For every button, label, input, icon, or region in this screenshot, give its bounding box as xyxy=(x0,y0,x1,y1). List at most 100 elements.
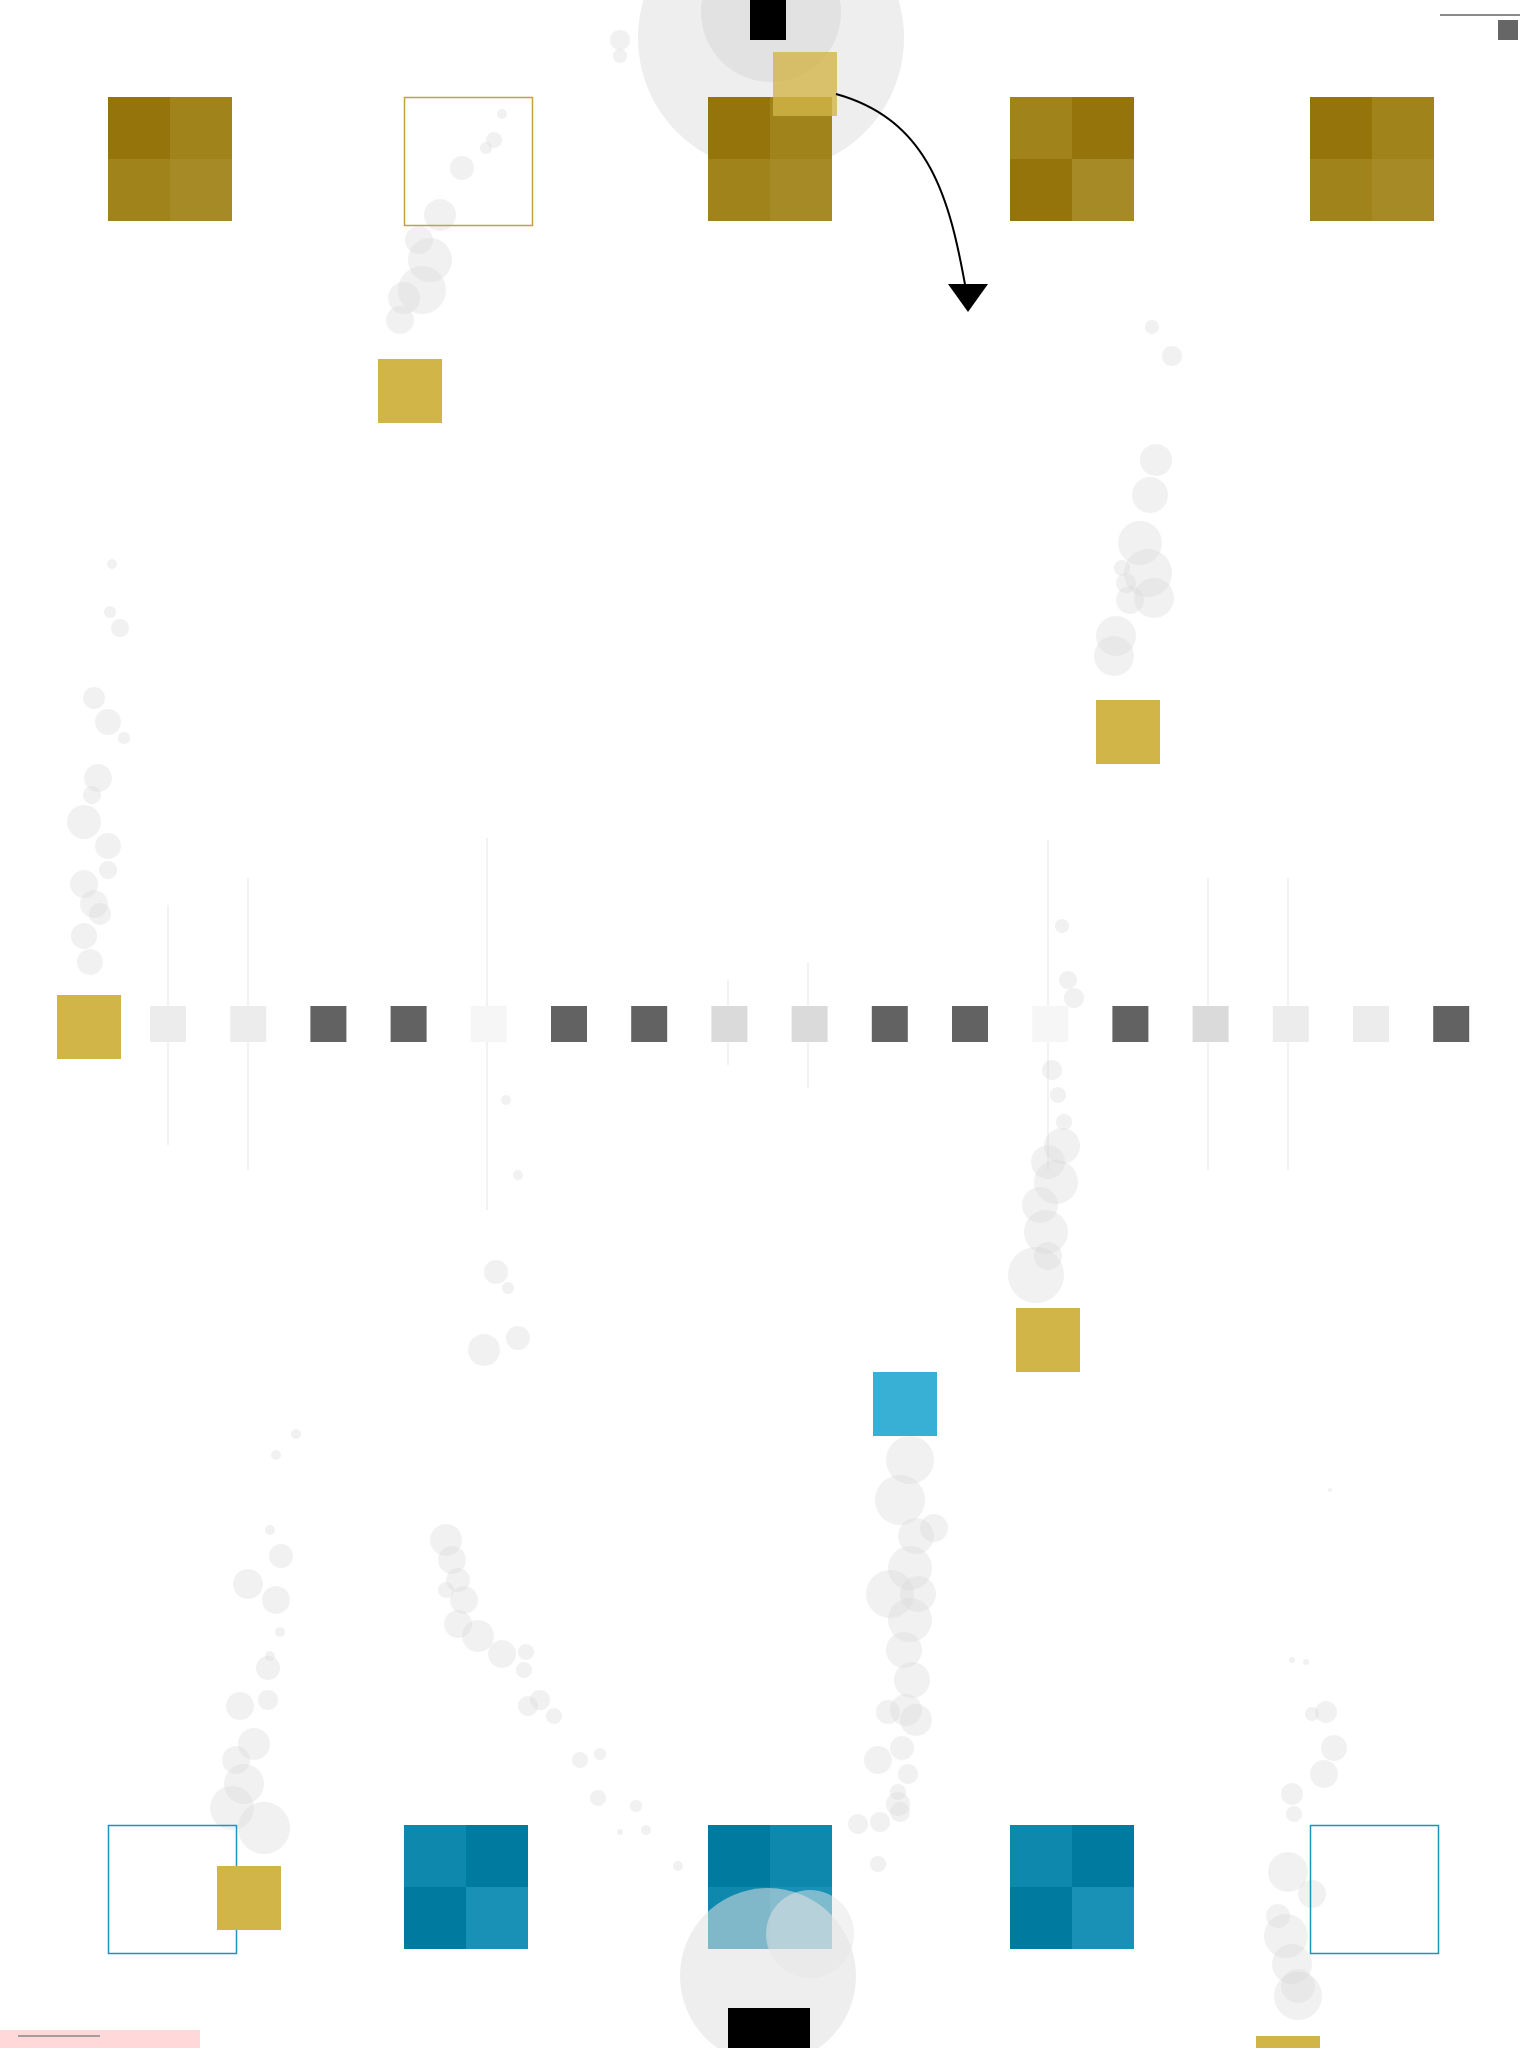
rail-cell-9[interactable] xyxy=(791,1006,828,1042)
gold-home-1-quad-br xyxy=(170,159,232,221)
top-launcher-block[interactable] xyxy=(750,0,786,40)
rail-cell-17[interactable] xyxy=(1433,1006,1470,1042)
bubble-4-30 xyxy=(594,1748,606,1760)
bubble-2-2 xyxy=(111,619,129,637)
bottom-launcher-block[interactable] xyxy=(728,2008,810,2048)
bubble-3-3 xyxy=(1042,1060,1062,1080)
menu-icon[interactable] xyxy=(1498,20,1518,40)
teal-home-5[interactable] xyxy=(1309,1824,1440,1955)
bubble-0-6 xyxy=(450,156,474,180)
teal-home-4-quad-tr xyxy=(1072,1825,1134,1887)
bubble-2-5 xyxy=(118,732,130,744)
rail-cell-7[interactable] xyxy=(631,1006,668,1042)
bubble-4-11 xyxy=(238,1728,270,1760)
rail-cell-2[interactable] xyxy=(230,1006,267,1042)
bubble-3-4 xyxy=(1050,1087,1066,1103)
teal-piece[interactable] xyxy=(873,1372,937,1436)
rail-cell-8[interactable] xyxy=(711,1006,748,1042)
gold-home-3-quad-tl xyxy=(708,97,770,159)
bubble-3-8 xyxy=(1034,1160,1078,1204)
bubble-5-18 xyxy=(848,1814,868,1834)
bubble-3-9 xyxy=(1022,1187,1058,1223)
rail-cell-13[interactable] xyxy=(1112,1006,1149,1042)
bubble-6-9 xyxy=(1298,1880,1326,1908)
bubble-0-8 xyxy=(480,142,492,154)
bottom-launcher[interactable] xyxy=(680,1888,856,2048)
teal-home-2-quad-tr xyxy=(466,1825,528,1887)
bubble-4-19 xyxy=(450,1586,478,1614)
teal-home-4[interactable] xyxy=(1010,1825,1134,1949)
gold-home-5-quad-tl xyxy=(1310,97,1372,159)
bubble-6-0 xyxy=(1289,1657,1295,1663)
bubble-0-0 xyxy=(405,226,433,254)
bubble-4-34 xyxy=(617,1829,623,1835)
bubble-6-3 xyxy=(1305,1707,1319,1721)
bubble-6-7 xyxy=(1286,1806,1302,1822)
bubble-4-7 xyxy=(265,1651,275,1661)
rail-cell-1[interactable] xyxy=(150,1006,186,1042)
rail-gold-piece[interactable] xyxy=(57,995,121,1059)
aim-arc xyxy=(835,93,967,291)
bubble-1-6 xyxy=(1134,578,1174,618)
bubble-3-18 xyxy=(506,1326,530,1350)
bubble-0-11 xyxy=(613,49,627,63)
gold-piece-falling-left[interactable] xyxy=(378,359,442,423)
rail-cell-12[interactable] xyxy=(1032,1006,1069,1042)
bubble-6-14 xyxy=(1281,1969,1315,2003)
rail-cell-14[interactable] xyxy=(1192,1006,1229,1042)
bubble-2-11 xyxy=(70,870,98,898)
bottom-launcher-bubble xyxy=(766,1890,854,1978)
status-bar xyxy=(0,2030,200,2048)
bubble-4-5 xyxy=(262,1586,290,1614)
bubble-6-15 xyxy=(1328,1488,1332,1492)
bubble-3-7 xyxy=(1031,1145,1065,1179)
gold-home-4[interactable] xyxy=(1010,97,1134,221)
teal-home-3-quad-tr xyxy=(770,1825,832,1887)
bubble-4-35 xyxy=(673,1861,683,1871)
bubble-5-8 xyxy=(886,1632,922,1668)
bubble-3-5 xyxy=(1056,1114,1072,1130)
bubble-2-10 xyxy=(99,861,117,879)
bubble-4-31 xyxy=(590,1790,606,1806)
rail-cell-4[interactable] xyxy=(390,1006,427,1042)
gold-home-1[interactable] xyxy=(108,97,232,221)
gold-home-1-quad-bl xyxy=(108,159,170,221)
bubble-4-24 xyxy=(518,1644,534,1660)
rail-cell-5[interactable] xyxy=(470,1006,507,1042)
gold-home-1-quad-tl xyxy=(108,97,170,159)
bubble-2-0 xyxy=(107,559,117,569)
gold-piece-right[interactable] xyxy=(1096,700,1160,764)
bubble-5-15 xyxy=(864,1746,892,1774)
gold-home-2[interactable] xyxy=(403,96,534,227)
bubble-6-10 xyxy=(1266,1904,1290,1928)
gold-home-5[interactable] xyxy=(1310,97,1434,221)
teal-home-2-quad-br xyxy=(466,1887,528,1949)
gold-piece-mid[interactable] xyxy=(1016,1308,1080,1372)
bubble-1-10 xyxy=(1116,573,1136,593)
bubble-3-12 xyxy=(1034,1242,1062,1270)
rail-cell-16[interactable] xyxy=(1353,1006,1389,1042)
bubble-5-5 xyxy=(866,1570,914,1618)
teal-home-4-quad-bl xyxy=(1010,1887,1072,1949)
rail-cell-3[interactable] xyxy=(310,1006,347,1042)
gold-piece-bottom-right[interactable] xyxy=(1256,2036,1320,2048)
bubble-4-15 xyxy=(238,1802,290,1854)
teal-home-2[interactable] xyxy=(404,1825,528,1949)
rail-cell-10[interactable] xyxy=(871,1006,908,1042)
gold-piece-bottom-left[interactable] xyxy=(217,1866,281,1930)
bubble-3-13 xyxy=(501,1095,511,1105)
rail-cell-11[interactable] xyxy=(952,1006,988,1042)
bubble-6-1 xyxy=(1303,1659,1309,1665)
rail-cell-15[interactable] xyxy=(1272,1006,1309,1042)
bubble-5-17 xyxy=(870,1812,890,1832)
bubble-1-4 xyxy=(1118,521,1162,565)
bubble-4-13 xyxy=(224,1764,264,1804)
gold-home-4-quad-br xyxy=(1072,159,1134,221)
bubble-5-6 xyxy=(900,1576,936,1612)
bubble-5-0 xyxy=(886,1436,934,1484)
gold-piece-top-launcher[interactable] xyxy=(773,52,837,116)
bubble-2-4 xyxy=(95,709,121,735)
rail-cell-6[interactable] xyxy=(551,1006,587,1042)
